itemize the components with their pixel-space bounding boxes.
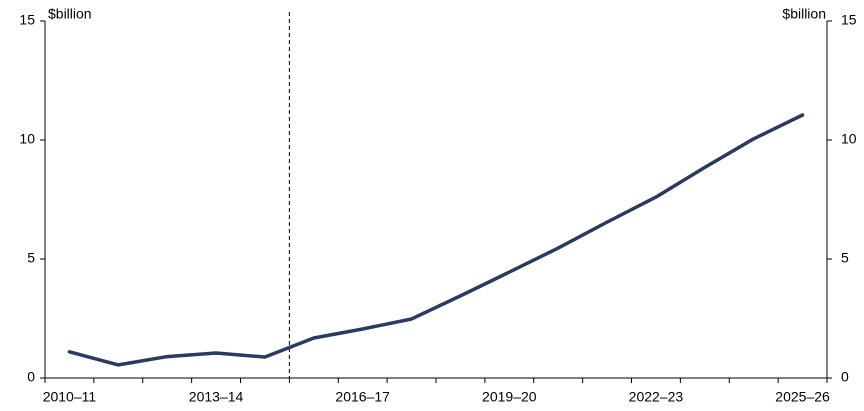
x-tick-label: 2016–17 — [335, 389, 390, 405]
y-tick-label: 5 — [27, 250, 35, 266]
y2-tick-label: 5 — [841, 250, 849, 266]
x-tick-label: 2019–20 — [482, 389, 537, 405]
x-tick-label: 2022–23 — [629, 389, 684, 405]
x-tick-label: 2013–14 — [189, 389, 244, 405]
y2-tick-label: 15 — [841, 12, 857, 28]
y-tick-label: 15 — [19, 12, 35, 28]
series-line — [67, 113, 805, 367]
x-tick-label: 2010–11 — [43, 389, 97, 405]
x-tick-label: 2025–26 — [775, 389, 830, 405]
y2-axis-unit: $billion — [782, 6, 826, 22]
y2-tick-label: 10 — [841, 131, 857, 147]
y2-tick-label: 0 — [841, 369, 849, 385]
y-tick-label: 0 — [27, 369, 35, 385]
y-axis-unit: $billion — [48, 6, 92, 22]
y-tick-label: 10 — [19, 131, 35, 147]
